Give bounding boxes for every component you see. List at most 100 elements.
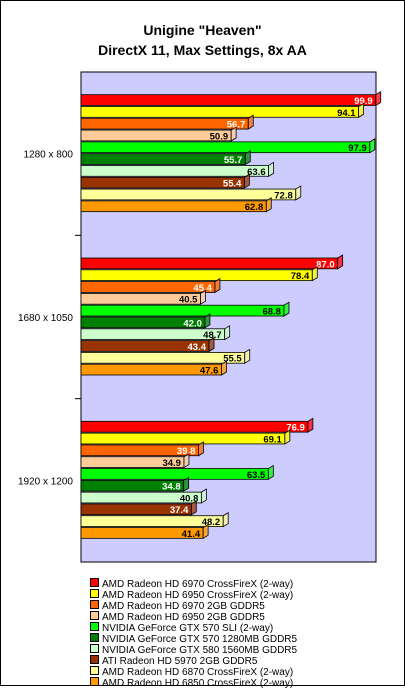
legend-label: AMD Radeon HD 6850 CrossFireX (2-way) <box>102 678 294 689</box>
data-label: 63.5 <box>247 470 266 481</box>
category-label: 1680 x 1050 <box>18 313 73 324</box>
bar-depth <box>224 325 231 341</box>
bar-depth <box>214 277 221 294</box>
bar-depth <box>295 185 302 201</box>
data-label: 41.4 <box>182 529 201 540</box>
data-label: 55.4 <box>223 179 242 190</box>
category-label: 1920 x 1200 <box>18 476 73 487</box>
bar-depth <box>247 114 254 130</box>
legend-swatch <box>90 622 99 631</box>
bar-depth <box>183 453 190 469</box>
data-label: 69.1 <box>263 434 282 445</box>
data-label: 34.8 <box>162 482 181 493</box>
data-label: 47.6 <box>200 366 219 377</box>
data-label: 62.8 <box>245 202 264 213</box>
data-label: 87.0 <box>316 259 335 270</box>
data-label: 78.4 <box>291 271 310 282</box>
chart-title: Unigine "Heaven" <box>143 22 262 38</box>
legend-swatch <box>90 633 99 642</box>
legend-label: ATI Radeon HD 5970 2GB GDDR5 <box>102 656 258 667</box>
bar-depth <box>244 173 250 189</box>
data-label: 68.8 <box>262 307 281 318</box>
legend-label: NVIDIA GeForce GTX 570 SLI (2-way) <box>102 623 274 634</box>
bar-depth <box>208 336 215 353</box>
legend-swatch <box>90 677 99 686</box>
legend-label: AMD Radeon HD 6970 2GB GDDR5 <box>102 601 265 612</box>
bar <box>80 351 246 364</box>
data-label: 40.5 <box>179 295 198 306</box>
bar-depth <box>230 126 237 142</box>
bar <box>80 141 371 154</box>
legend-label: NVIDIA GeForce GTX 570 1280MB GDDR5 <box>102 634 298 645</box>
bar-depth <box>190 500 197 516</box>
legend-swatch <box>90 578 99 587</box>
bar <box>80 176 245 189</box>
data-label: 55.7 <box>224 155 243 166</box>
legend-swatch <box>90 666 99 675</box>
bar-depth <box>358 102 364 118</box>
bar-depth <box>244 149 251 166</box>
bar <box>80 257 339 270</box>
data-label: 45.4 <box>193 283 212 294</box>
legend-swatch <box>90 589 99 598</box>
bar <box>80 269 313 281</box>
bar-depth <box>204 313 211 329</box>
legend-item: AMD Radeon HD 6950 2GB GDDR5 <box>90 611 390 623</box>
legend-item: NVIDIA GeForce GTX 580 1560MB GDDR5 <box>90 644 390 656</box>
category-label: 1280 x 800 <box>24 150 74 161</box>
bar <box>80 165 270 177</box>
data-label: 43.4 <box>188 342 207 353</box>
bar <box>80 117 249 130</box>
bar-depth <box>267 464 274 481</box>
chart-subtitle: DirectX 11, Max Settings, 8x AA <box>98 42 307 58</box>
legend-item: AMD Radeon HD 6970 CrossFireX (2-way) <box>90 578 390 590</box>
bar <box>80 432 286 445</box>
bar <box>80 106 359 118</box>
bar <box>80 129 232 142</box>
bar-depth <box>244 348 251 364</box>
data-label: 39.8 <box>177 446 196 457</box>
data-label: 72.8 <box>274 190 293 201</box>
legend-swatch <box>90 655 99 664</box>
bar-depth <box>307 417 314 433</box>
legend-item: AMD Radeon HD 6850 CrossFireX (2-way) <box>90 677 390 689</box>
data-label: 34.9 <box>162 458 181 469</box>
legend-item: AMD Radeon HD 6950 CrossFireX (2-way) <box>90 589 390 601</box>
bar-depth <box>202 523 209 540</box>
bar-depth <box>198 441 204 457</box>
legend-item: NVIDIA GeForce GTX 570 1280MB GDDR5 <box>90 633 390 645</box>
bar <box>80 200 267 213</box>
legend-label: AMD Radeon HD 6870 CrossFireX (2-way) <box>102 667 294 678</box>
data-label: 37.4 <box>170 505 189 516</box>
legend-swatch <box>90 644 99 653</box>
bar-depth <box>375 90 382 107</box>
legend-swatch <box>90 611 99 620</box>
bar <box>80 420 309 433</box>
legend-label: NVIDIA GeForce GTX 580 1560MB GDDR5 <box>102 645 298 656</box>
data-label: 48.2 <box>202 517 221 528</box>
bar-depth <box>200 488 207 504</box>
legend-item: ATI Radeon HD 5970 2GB GDDR5 <box>90 655 390 667</box>
bar-depth <box>222 512 229 528</box>
legend-swatch <box>90 600 99 609</box>
bar-depth <box>369 138 376 154</box>
bar-depth <box>265 197 272 213</box>
bar <box>80 188 297 201</box>
bar-depth <box>337 254 344 270</box>
legend-label: AMD Radeon HD 6950 CrossFireX (2-way) <box>102 590 294 601</box>
bar-depth <box>284 429 291 445</box>
bar <box>80 468 269 480</box>
bar <box>80 153 246 165</box>
legend-item: AMD Radeon HD 6870 CrossFireX (2-way) <box>90 666 390 678</box>
bar <box>80 304 285 317</box>
legend-label: AMD Radeon HD 6970 CrossFireX (2-way) <box>102 579 294 590</box>
data-label: 94.1 <box>337 108 356 119</box>
legend-item: NVIDIA GeForce GTX 570 SLI (2-way) <box>90 622 390 634</box>
bar-depth <box>268 161 275 177</box>
data-label: 42.0 <box>183 318 202 329</box>
legend-label: AMD Radeon HD 6950 2GB GDDR5 <box>102 612 265 623</box>
bar <box>80 94 377 106</box>
legend-item: AMD Radeon HD 6970 2GB GDDR5 <box>90 600 390 612</box>
data-label: 56.7 <box>227 120 246 131</box>
